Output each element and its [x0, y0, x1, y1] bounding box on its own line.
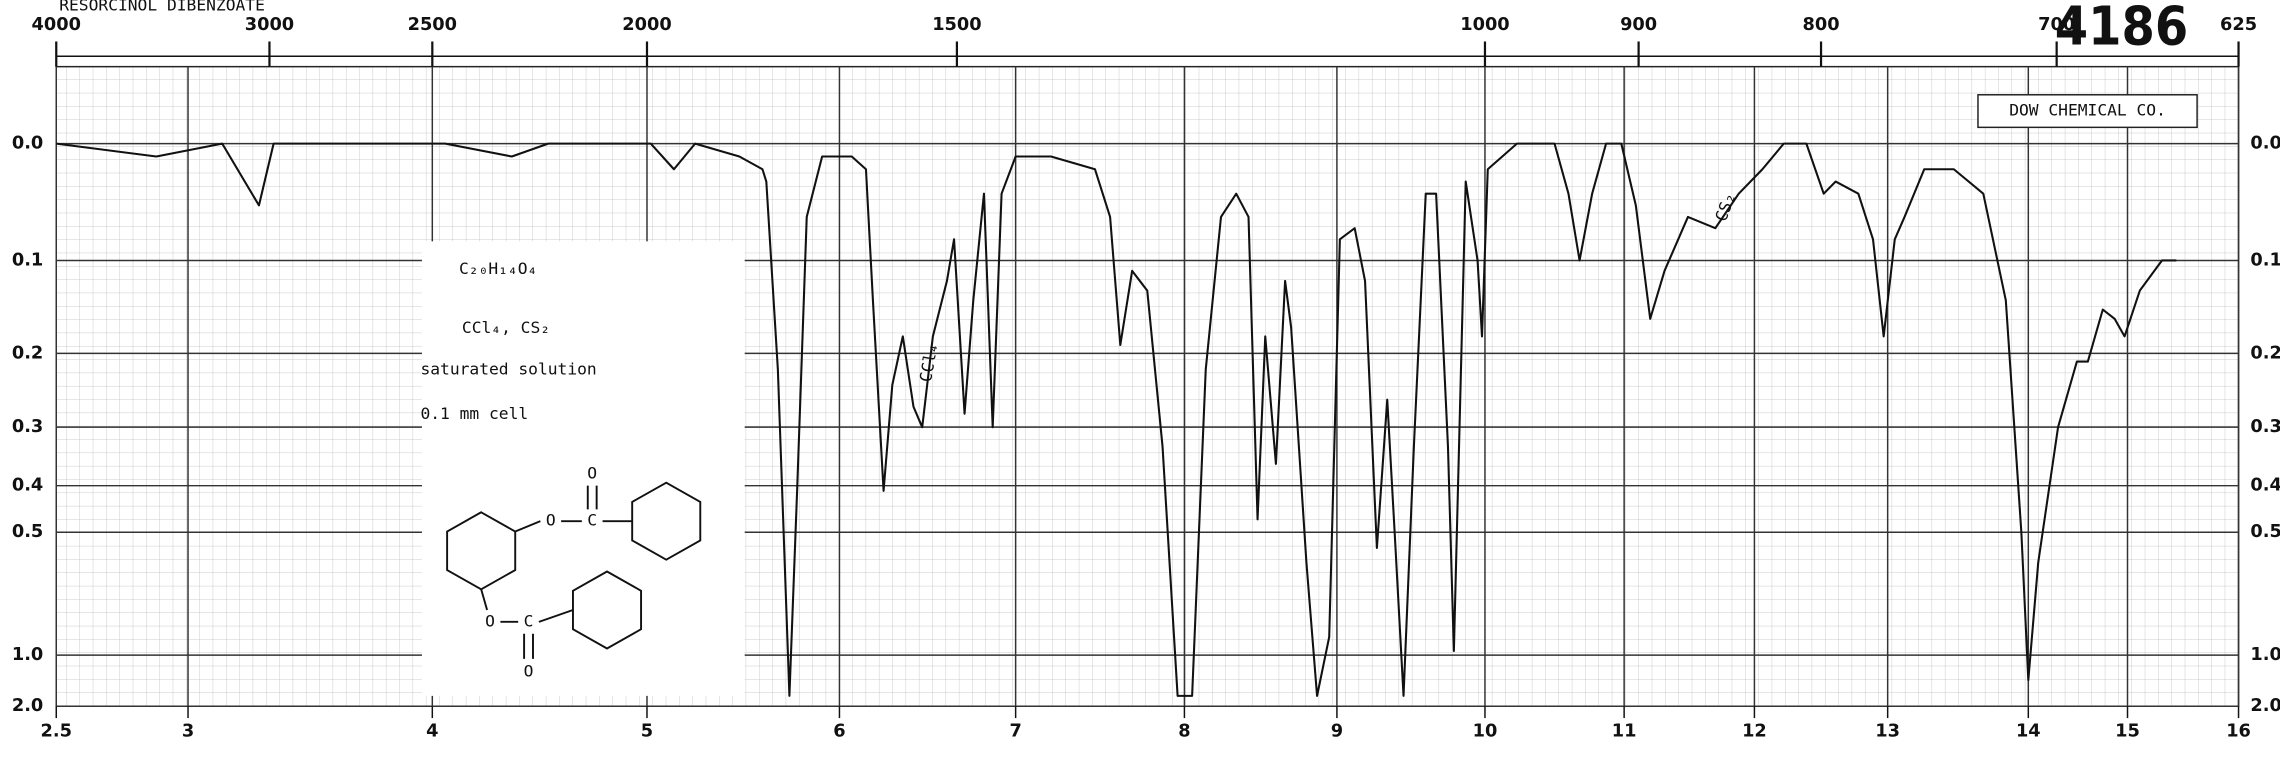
inset: C₂₀H₁₄O₄ CCl₄, CS₂ saturated solution 0.… — [420, 241, 745, 696]
x-tick-label: 2.5 — [41, 721, 72, 741]
x2-tick-label: 800 — [1803, 15, 1840, 35]
ring — [571, 570, 643, 650]
y-tick-label: 1.0 — [12, 645, 43, 665]
spectrum-line — [56, 142, 2177, 697]
atom: C — [524, 611, 534, 630]
x-tick-label: 11 — [1612, 721, 1637, 741]
bonds — [480, 485, 633, 659]
x2-tick-label: 4000 — [32, 15, 81, 35]
x-tick-label: 6 — [833, 721, 845, 741]
y-tick-label: 0.5 — [12, 522, 43, 542]
x2-tick-label: 3000 — [245, 15, 294, 35]
y-tick-label: 0.2 — [12, 343, 43, 363]
y2-tick-label: 0.4 — [2250, 476, 2280, 496]
y2-tick-label: 0.5 — [2250, 522, 2280, 542]
atom: O — [524, 662, 534, 681]
atom: O — [587, 463, 597, 482]
x-tick-label: 4 — [426, 721, 438, 741]
y2-tick-label: 0.0 — [2250, 134, 2280, 154]
y2-tick-label: 0.2 — [2250, 343, 2280, 363]
cell: 0.1 mm cell — [420, 404, 528, 423]
solvents: CCl₄, CS₂ — [462, 318, 550, 337]
x2-tick-label: 2000 — [622, 15, 671, 35]
x-tick-label: 16 — [2226, 721, 2251, 741]
x2-tick-label: 2500 — [408, 15, 457, 35]
y-tick-label: 0.4 — [12, 476, 43, 496]
y2-tick-label: 0.3 — [2250, 417, 2280, 437]
source-box — [1977, 94, 2198, 129]
y2-tick-label: 2.0 — [2250, 696, 2280, 716]
x-tick-label: 13 — [1875, 721, 1900, 741]
y-tick-label: 0.0 — [12, 134, 43, 154]
y2-tick-label: 0.1 — [2250, 251, 2280, 271]
x2-tick-label: 1000 — [1460, 15, 1509, 35]
y-tick-label: 0.1 — [12, 251, 43, 271]
x-tick-label: 5 — [641, 721, 653, 741]
compound-name: RESORCINOL DIBENZOATE — [59, 0, 265, 14]
x-tick-label: 9 — [1331, 721, 1343, 741]
structure — [446, 481, 702, 659]
x-tick-label: 3 — [182, 721, 194, 741]
x-tick-label: 8 — [1178, 721, 1190, 741]
atom: O — [546, 511, 556, 530]
x-tick-label: 12 — [1742, 721, 1767, 741]
y2-tick-label: 1.0 — [2250, 645, 2280, 665]
ring — [631, 481, 702, 561]
source: DOW CHEMICAL CO. — [2009, 101, 2166, 120]
inset-box — [421, 241, 745, 696]
formula: C₂₀H₁₄O₄ — [459, 259, 537, 278]
atom: C — [587, 511, 597, 530]
x-tick-label: 7 — [1009, 721, 1021, 741]
x2-tick-label: 1500 — [932, 15, 981, 35]
x-tick-label: 14 — [2016, 721, 2041, 741]
atom: O — [485, 611, 495, 630]
y-tick-label: 0.3 — [12, 417, 43, 437]
x2-tick-label: 625 — [2220, 15, 2257, 35]
spectrum-number: 4186 — [2055, 0, 2188, 57]
plot-area — [55, 65, 2240, 707]
condition: saturated solution — [420, 360, 596, 379]
x-tick-label: 10 — [1473, 721, 1498, 741]
y-tick-label: 2.0 — [12, 696, 43, 716]
x-tick-label: 15 — [2115, 721, 2140, 741]
x2-tick-label: 700 — [2038, 15, 2075, 35]
x2-tick-label: 900 — [1620, 15, 1657, 35]
